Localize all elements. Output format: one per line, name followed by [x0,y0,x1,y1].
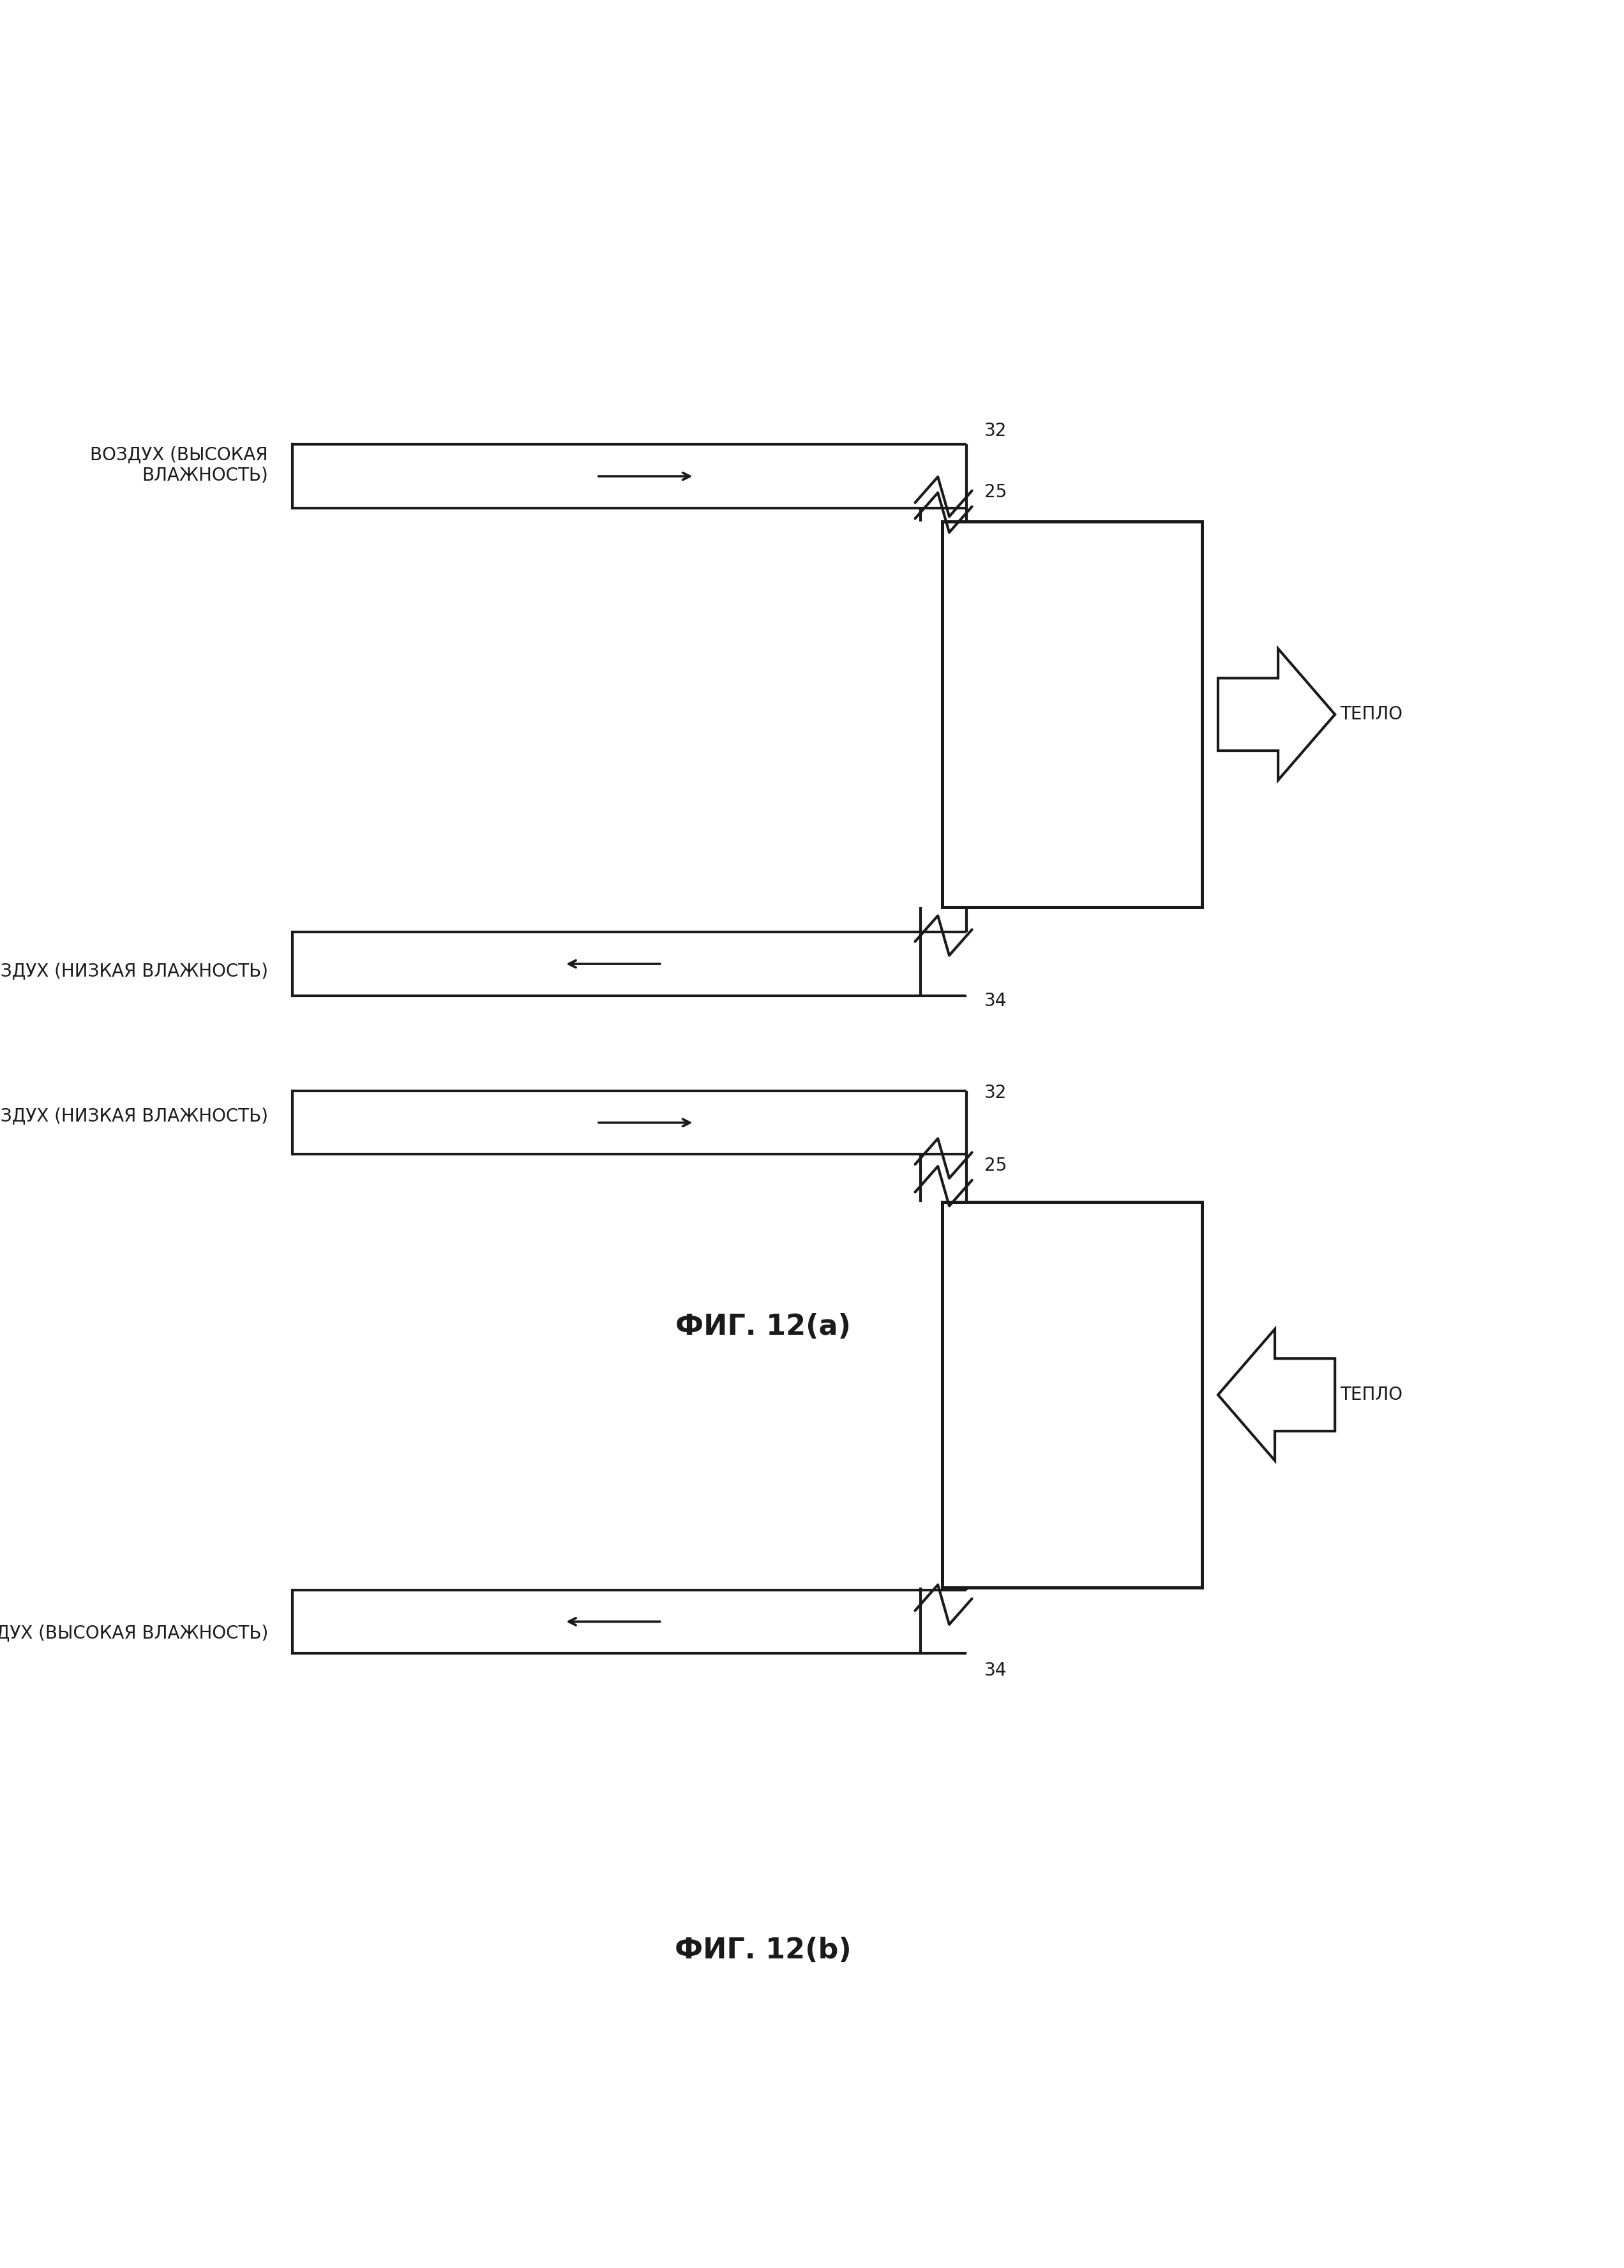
Bar [942,522,1202,907]
Text: ВОЗДУХ (НИЗКАЯ ВЛАЖНОСТЬ): ВОЗДУХ (НИЗКАЯ ВЛАЖНОСТЬ) [0,1107,268,1125]
Text: ВОЗДУХ (ВЫСОКАЯ
ВЛАЖНОСТЬ): ВОЗДУХ (ВЫСОКАЯ ВЛАЖНОСТЬ) [89,447,268,483]
Text: 25: 25 [984,1157,1007,1175]
Text: 25: 25 [984,483,1007,501]
Text: 32: 32 [984,422,1007,440]
Bar [942,1202,1202,1588]
FancyArrow shape [1218,1329,1335,1461]
FancyArrow shape [1218,649,1335,780]
Text: ВОЗДУХ (ВЫСОКАЯ ВЛАЖНОСТЬ): ВОЗДУХ (ВЫСОКАЯ ВЛАЖНОСТЬ) [0,1624,268,1642]
Text: ТЕПЛО: ТЕПЛО [1340,1386,1403,1404]
Text: ТЕПЛО: ТЕПЛО [1340,705,1403,723]
Text: 34: 34 [984,993,1007,1009]
Text: 32: 32 [984,1084,1007,1102]
Text: ФИГ. 12(a): ФИГ. 12(a) [676,1313,851,1340]
Text: ВОЗДУХ (НИЗКАЯ ВЛАЖНОСТЬ): ВОЗДУХ (НИЗКАЯ ВЛАЖНОСТЬ) [0,962,268,980]
Text: 34: 34 [984,1660,1007,1678]
Text: ФИГ. 12(b): ФИГ. 12(b) [676,1937,851,1964]
